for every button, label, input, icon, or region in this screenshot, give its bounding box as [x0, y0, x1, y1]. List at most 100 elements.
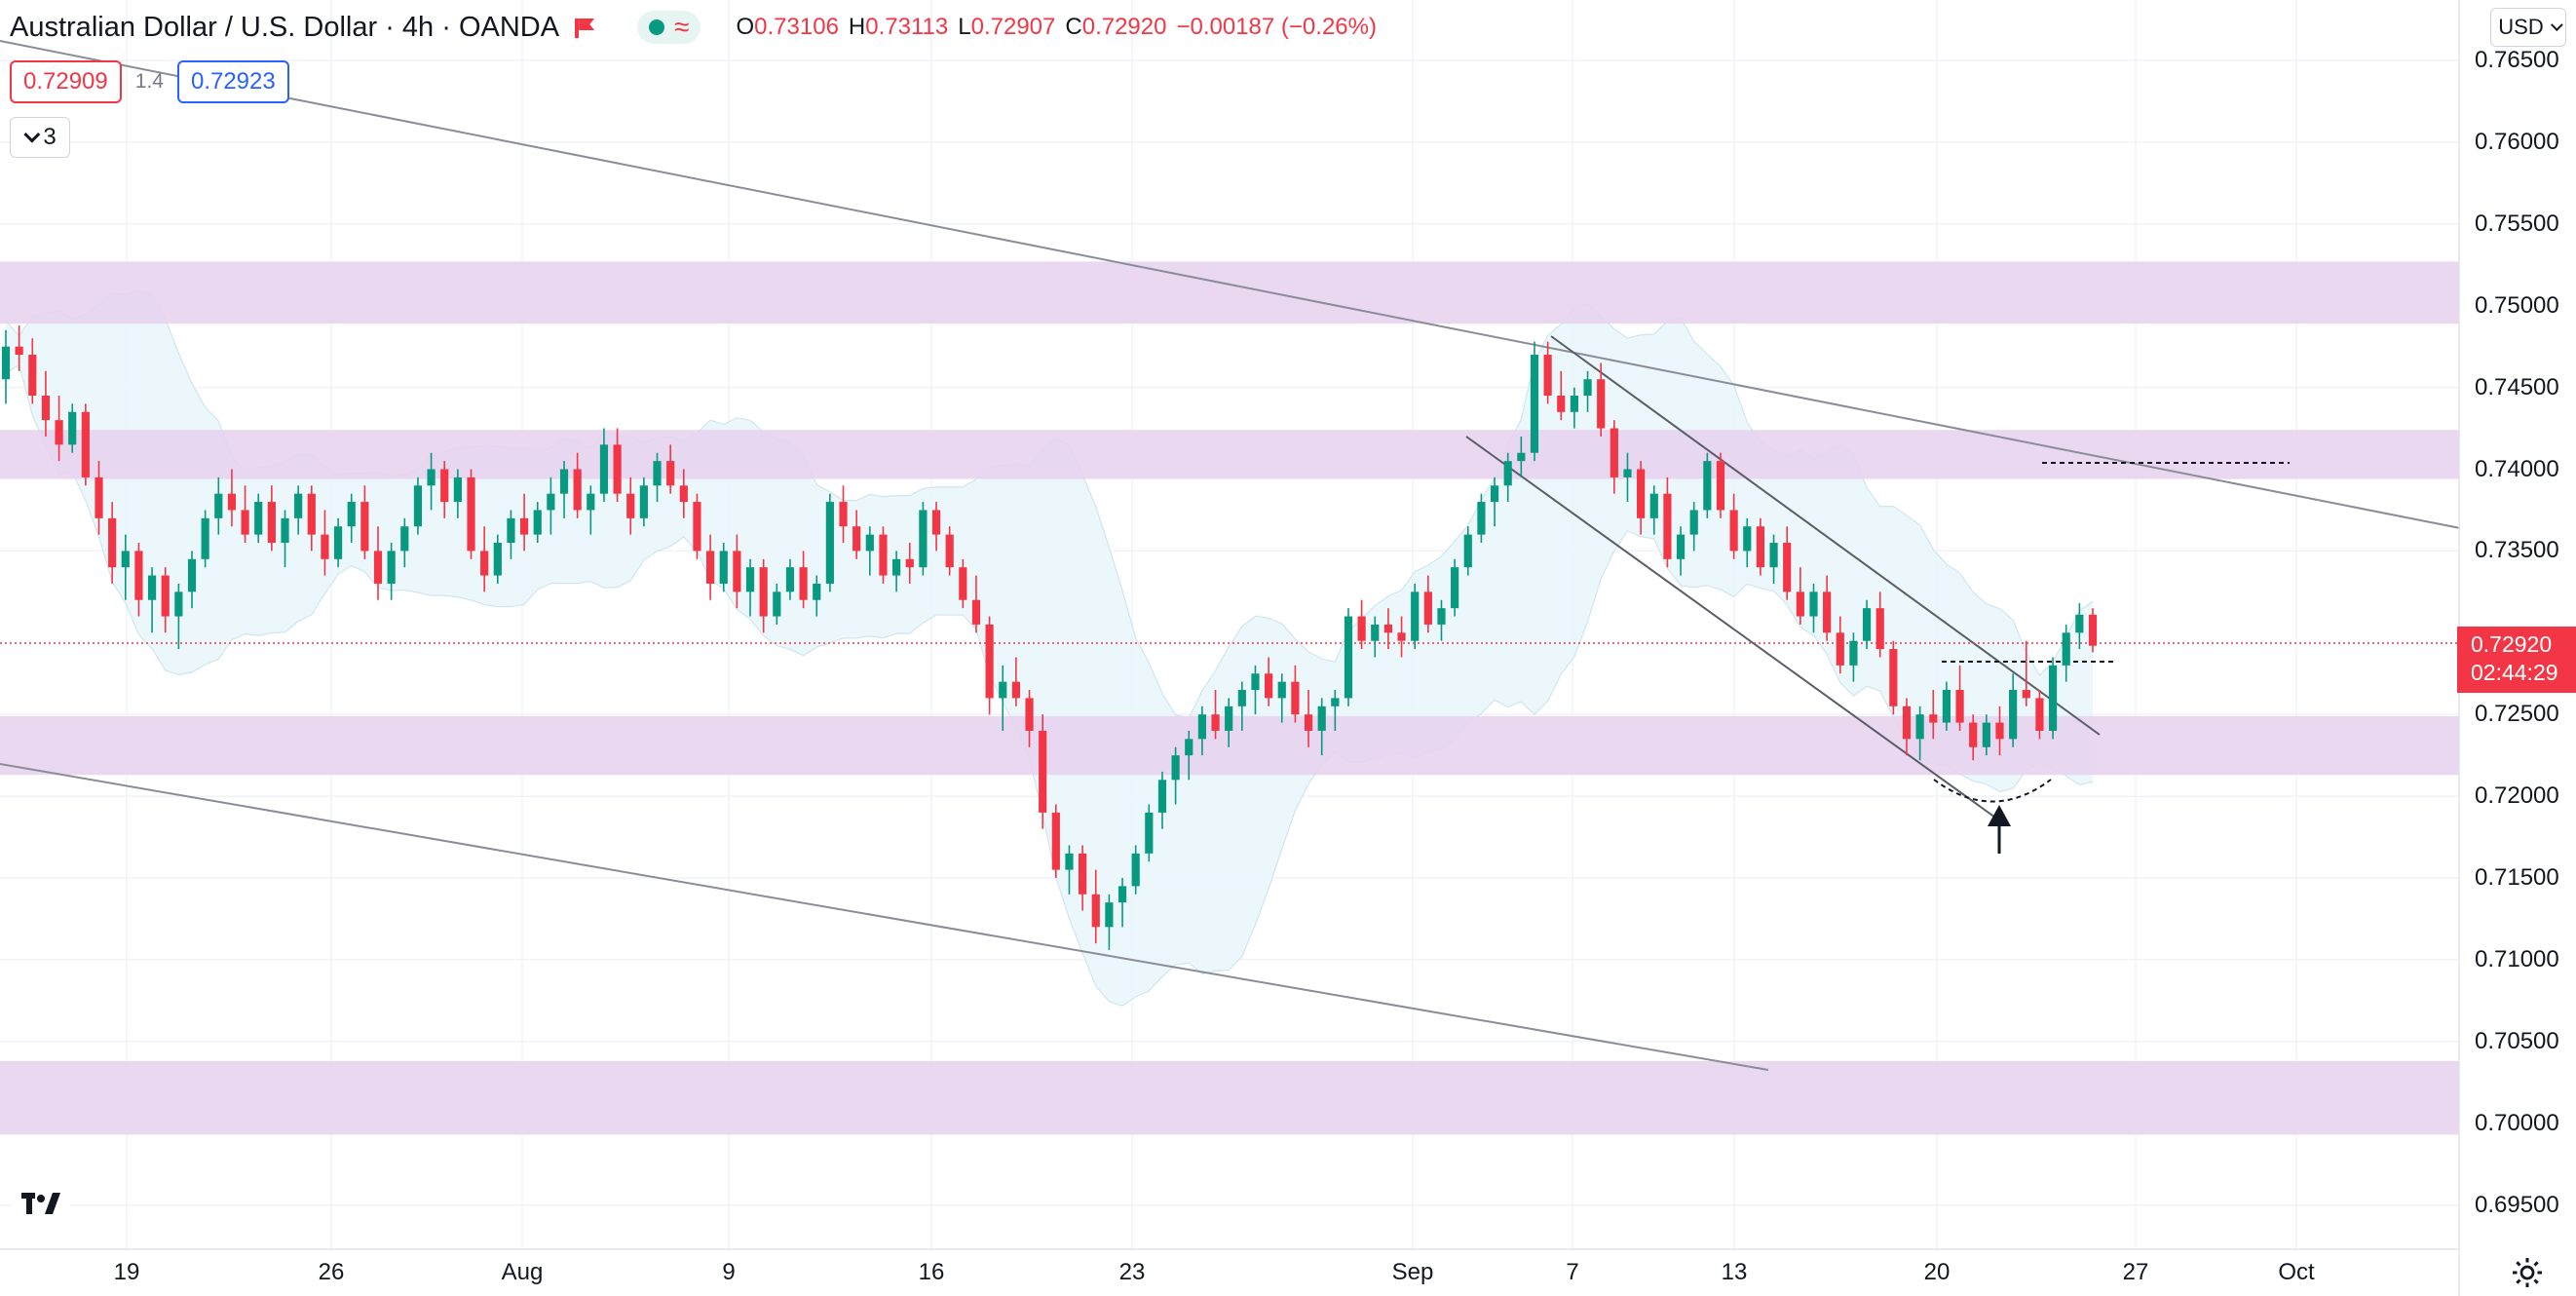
market-status-pill[interactable]: ≈ — [637, 11, 701, 44]
sell-button[interactable]: 0.72909 — [10, 60, 122, 103]
candle[interactable] — [985, 616, 994, 715]
candle[interactable] — [2088, 608, 2098, 653]
candle[interactable] — [533, 502, 542, 544]
candle[interactable] — [227, 469, 237, 527]
candle[interactable] — [719, 543, 728, 592]
candle[interactable] — [360, 485, 369, 559]
candle[interactable] — [174, 583, 183, 650]
candle[interactable] — [387, 543, 396, 600]
rounded-bottom-dashed-curve[interactable] — [1933, 779, 2052, 803]
indicators-toggle-button[interactable]: 3 — [10, 117, 70, 158]
trendline-upper[interactable] — [0, 40, 2461, 529]
candle[interactable] — [1, 329, 11, 404]
candle[interactable] — [28, 338, 37, 404]
candle[interactable] — [1517, 436, 1526, 477]
candle[interactable] — [95, 461, 103, 535]
candle[interactable] — [547, 476, 555, 535]
candle[interactable] — [1676, 526, 1686, 576]
candle[interactable] — [1423, 575, 1432, 633]
candle[interactable] — [1796, 567, 1804, 625]
candle[interactable] — [1716, 452, 1725, 518]
candle[interactable] — [108, 502, 117, 584]
candle[interactable] — [919, 502, 928, 576]
candle[interactable] — [1530, 341, 1539, 462]
candle[interactable] — [1237, 681, 1246, 731]
candle[interactable] — [1383, 608, 1392, 650]
candle[interactable] — [1145, 804, 1154, 862]
candle[interactable] — [931, 502, 941, 552]
candle[interactable] — [1597, 362, 1606, 437]
arrow-up-icon[interactable] — [1988, 805, 2011, 854]
candle[interactable] — [400, 517, 409, 568]
candle[interactable] — [839, 485, 848, 544]
candle[interactable] — [1583, 370, 1592, 412]
candle[interactable] — [2075, 603, 2084, 650]
tradingview-logo-icon[interactable] — [12, 1183, 70, 1224]
candle[interactable] — [865, 526, 874, 576]
candle[interactable] — [1902, 698, 1912, 756]
candle[interactable] — [1291, 665, 1300, 723]
candle[interactable] — [1969, 714, 1978, 761]
candle[interactable] — [813, 575, 821, 617]
candle[interactable] — [68, 403, 77, 453]
candle[interactable] — [1703, 452, 1712, 518]
candle[interactable] — [1397, 616, 1406, 658]
candle[interactable] — [1371, 616, 1380, 658]
candle[interactable] — [1663, 476, 1672, 568]
candle[interactable] — [1118, 878, 1127, 928]
candle[interactable] — [1317, 698, 1326, 756]
candle[interactable] — [241, 485, 249, 544]
candle[interactable] — [1225, 698, 1233, 747]
candle[interactable] — [1211, 690, 1220, 740]
candle[interactable] — [519, 493, 529, 552]
candle[interactable] — [55, 395, 63, 462]
candle[interactable] — [799, 551, 808, 609]
candle[interactable] — [1557, 370, 1566, 421]
candle[interactable] — [201, 510, 209, 568]
candle[interactable] — [1756, 517, 1765, 576]
candle[interactable] — [1171, 746, 1180, 805]
candle[interactable] — [1637, 461, 1646, 535]
candle[interactable] — [999, 665, 1007, 731]
candle[interactable] — [1875, 591, 1884, 658]
candle[interactable] — [1065, 845, 1074, 895]
candle[interactable] — [294, 485, 303, 535]
candle[interactable] — [81, 403, 90, 486]
symbol-title[interactable]: Australian Dollar / U.S. Dollar · 4h · O… — [10, 11, 560, 43]
candle[interactable] — [1849, 632, 1858, 682]
candle[interactable] — [2022, 640, 2030, 706]
candle[interactable] — [1011, 657, 1020, 706]
candle[interactable] — [1915, 705, 1924, 761]
candle[interactable] — [1769, 534, 1778, 584]
zone-rect[interactable] — [0, 430, 2459, 479]
candle[interactable] — [1783, 526, 1792, 600]
candle[interactable] — [267, 485, 276, 552]
candle[interactable] — [41, 370, 51, 437]
candle[interactable] — [1251, 665, 1260, 715]
candle[interactable] — [653, 452, 662, 503]
candle[interactable] — [121, 534, 130, 600]
candle[interactable] — [1304, 690, 1313, 747]
candle[interactable] — [1503, 452, 1512, 503]
candle[interactable] — [2009, 673, 2018, 747]
candle[interactable] — [1331, 690, 1340, 731]
candle[interactable] — [1277, 673, 1286, 723]
candle[interactable] — [1265, 657, 1273, 706]
candle[interactable] — [281, 510, 289, 568]
candle[interactable] — [1451, 558, 1459, 617]
candle[interactable] — [785, 558, 795, 600]
candle[interactable] — [971, 575, 981, 633]
candle[interactable] — [2062, 624, 2070, 682]
candle[interactable] — [1185, 730, 1193, 781]
candle[interactable] — [559, 461, 569, 518]
channel-upper[interactable] — [1550, 335, 2101, 736]
candle[interactable] — [1862, 599, 1872, 650]
candle[interactable] — [493, 534, 502, 584]
candle[interactable] — [852, 510, 861, 559]
candle[interactable] — [413, 476, 423, 535]
candle[interactable] — [1610, 420, 1618, 494]
zone-rect[interactable] — [0, 261, 2459, 324]
candle[interactable] — [347, 493, 356, 544]
candle[interactable] — [639, 476, 648, 527]
channel-lower[interactable] — [1465, 436, 2003, 823]
